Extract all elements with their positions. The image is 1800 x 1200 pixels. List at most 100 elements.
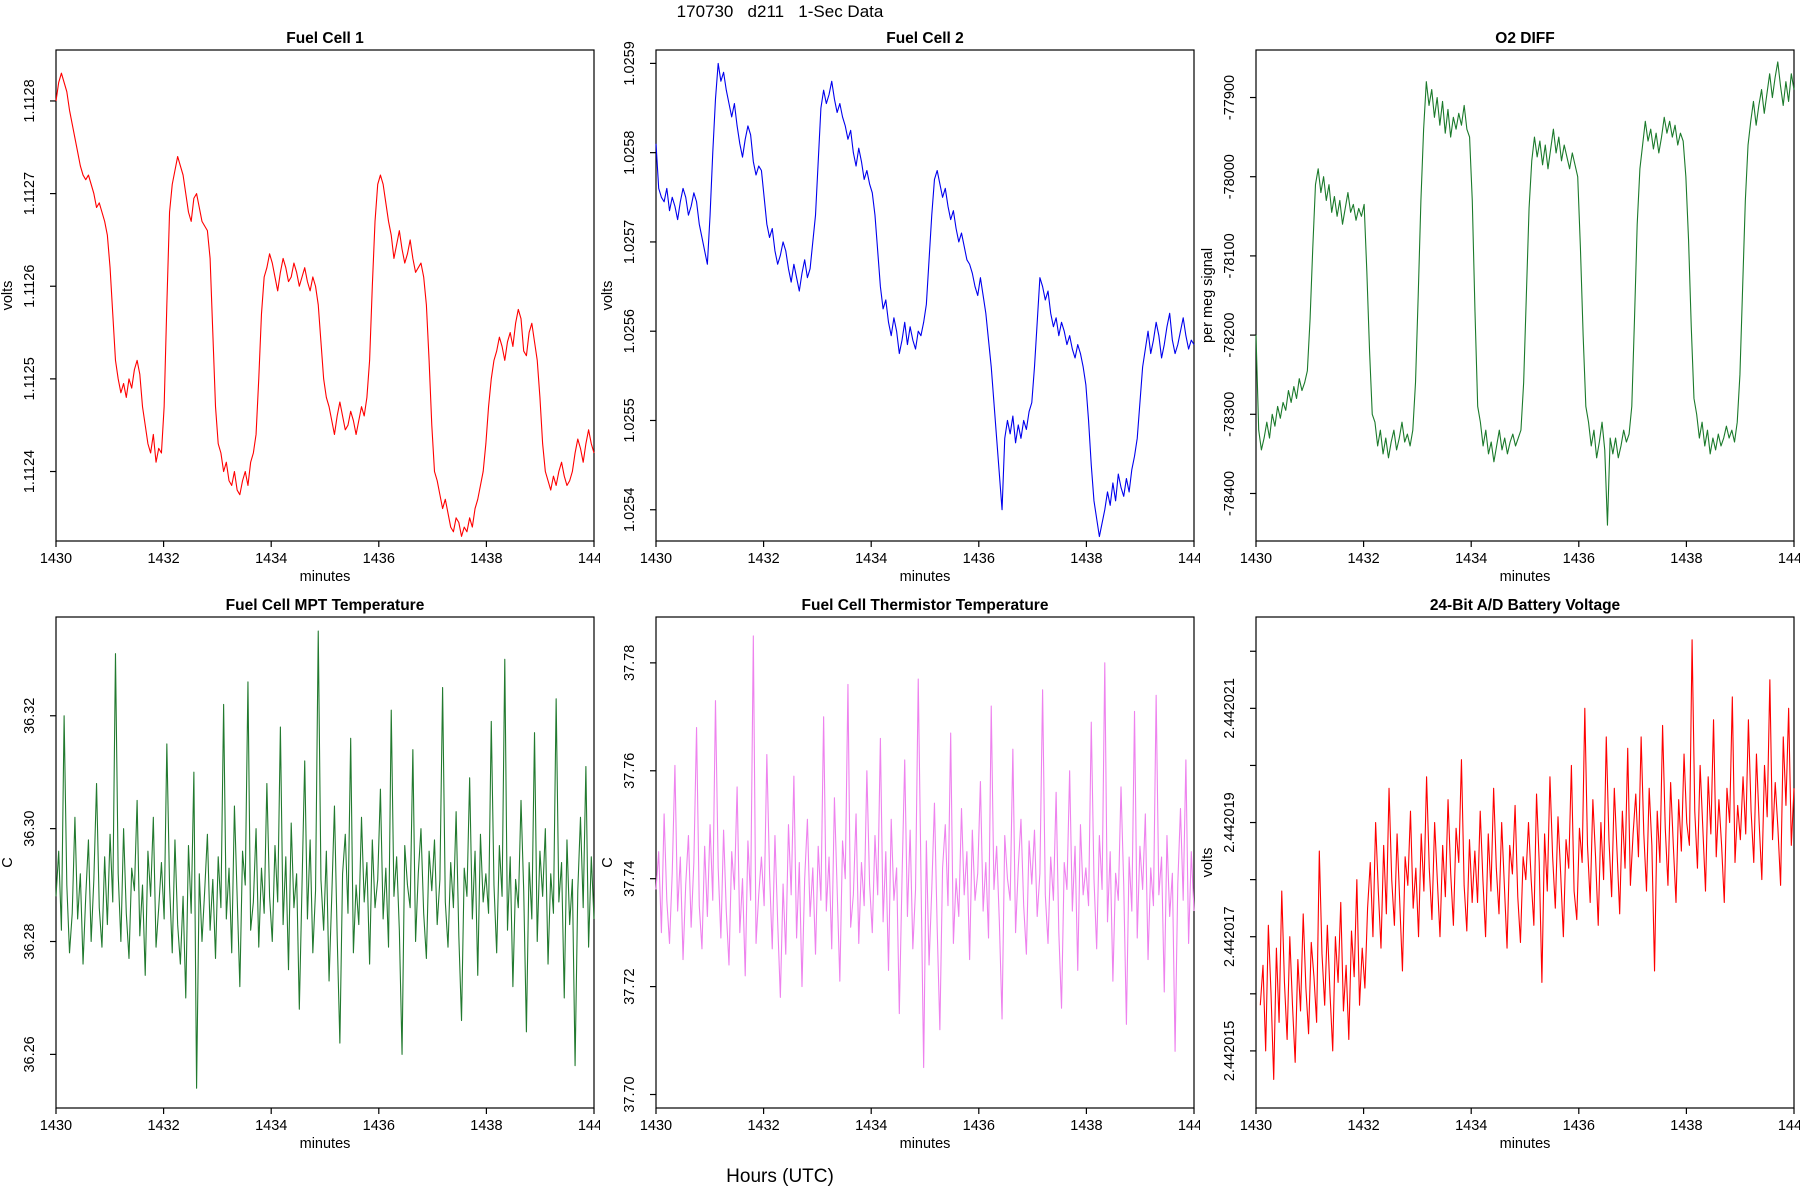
y-tick-label: 1.1126 <box>22 265 38 308</box>
x-tick-label: 1436 <box>963 551 995 567</box>
x-tick-label: 1440 <box>578 1118 600 1134</box>
y-tick-label: -78200 <box>1222 313 1238 358</box>
x-tick-label: 1434 <box>855 551 887 567</box>
data-line <box>55 630 595 1089</box>
plot-fuel-cell-thermistor-temperature: Fuel Cell Thermistor Temperature 1430 1432… <box>600 597 1210 1152</box>
x-tick-label: 1434 <box>255 1118 287 1134</box>
x-axis-label: minutes <box>900 1136 951 1152</box>
x-tick-label: 1430 <box>640 1118 672 1134</box>
y-tick-label: -78100 <box>1222 233 1238 278</box>
y-tick-label: 36.32 <box>22 698 38 734</box>
plot-fuel-cell-1: Fuel Cell 1 1430 1432 1434 1436 1438 1440 1.112… <box>0 30 610 585</box>
panel-title: 24-Bit A/D Battery Voltage <box>1430 597 1621 614</box>
y-tick-label: -77900 <box>1222 75 1238 120</box>
x-tick-label: 1434 <box>1455 1118 1487 1134</box>
x-tick-label: 1434 <box>255 551 287 567</box>
x-tick-label: 1440 <box>1778 1118 1800 1134</box>
x-tick-label: 1440 <box>1178 1118 1200 1134</box>
x-tick-label: 1436 <box>363 1118 395 1134</box>
x-tick-label: 1432 <box>147 1118 179 1134</box>
panel-title: Fuel Cell 1 <box>286 30 364 47</box>
y-tick-label: 1.0258 <box>622 130 638 174</box>
panel-title: O2 DIFF <box>1495 30 1554 47</box>
y-tick-label: 37.72 <box>622 968 638 1004</box>
panel-fuel-cell-thermistor-temperature: Fuel Cell Thermistor Temperature 1430 1432… <box>600 595 1210 1162</box>
x-tick-label: 1430 <box>640 551 672 567</box>
x-tick-label: 1430 <box>1240 1118 1272 1134</box>
y-tick-label: 37.74 <box>622 861 638 897</box>
panel-title: Fuel Cell MPT Temperature <box>226 597 425 614</box>
y-axis-label: volts <box>600 281 616 311</box>
y-axis-label: volts <box>0 281 16 311</box>
x-tick-label: 1432 <box>147 551 179 567</box>
x-tick-label: 1430 <box>1240 551 1272 567</box>
panel-24-bit-a-d-battery-voltage: 24-Bit A/D Battery Voltage 1430 1432 1434 14… <box>1200 595 1800 1162</box>
plot-fuel-cell-mpt-temperature: Fuel Cell MPT Temperature 1430 1432 1434 143… <box>0 597 610 1152</box>
x-tick-label: 1438 <box>1670 551 1702 567</box>
x-tick-label: 1434 <box>1455 551 1487 567</box>
x-tick-label: 1438 <box>1070 551 1102 567</box>
x-axis-label: minutes <box>1500 569 1551 585</box>
plot-box <box>655 616 1195 1109</box>
x-axis-label: minutes <box>900 569 951 585</box>
y-tick-label: -78300 <box>1222 392 1238 437</box>
y-tick-label: 2.442021 <box>1222 678 1238 738</box>
y-tick-label: 37.70 <box>622 1076 638 1112</box>
x-tick-label: 1432 <box>1347 551 1379 567</box>
y-tick-label: 36.26 <box>22 1036 38 1072</box>
x-tick-label: 1438 <box>470 1118 502 1134</box>
y-tick-label: 1.0255 <box>622 398 638 442</box>
x-axis-label: minutes <box>1500 1136 1551 1152</box>
plot-fuel-cell-2: Fuel Cell 2 1430 1432 1434 1436 1438 1440 1.025… <box>600 30 1210 585</box>
y-tick-label: 2.442015 <box>1222 1021 1238 1081</box>
y-tick-label: 37.76 <box>622 753 638 789</box>
panel-title: Fuel Cell 2 <box>886 30 964 47</box>
x-tick-label: 1432 <box>1347 1118 1379 1134</box>
x-axis-label: minutes <box>300 569 351 585</box>
x-tick-label: 1430 <box>40 551 72 567</box>
plot-24-bit-a-d-battery-voltage: 24-Bit A/D Battery Voltage 1430 1432 1434 14… <box>1200 597 1800 1152</box>
y-axis-label: C <box>600 857 616 867</box>
y-tick-label: 1.0256 <box>622 309 638 353</box>
x-tick-label: 1438 <box>470 551 502 567</box>
x-tick-label: 1438 <box>1070 1118 1102 1134</box>
plot-box <box>55 616 595 1109</box>
y-tick-label: 1.1124 <box>22 450 38 493</box>
x-tick-label: 1434 <box>855 1118 887 1134</box>
panel-fuel-cell-mpt-temperature: Fuel Cell MPT Temperature 1430 1432 1434 143… <box>0 595 610 1162</box>
y-tick-label: -78400 <box>1222 471 1238 516</box>
x-tick-label: 1432 <box>747 551 779 567</box>
x-tick-label: 1436 <box>1563 1118 1595 1134</box>
y-tick-label: 1.1128 <box>22 79 38 122</box>
x-tick-label: 1438 <box>1670 1118 1702 1134</box>
x-tick-label: 1440 <box>578 551 600 567</box>
plot-o2-diff: O2 DIFF 1430 1432 1434 1436 1438 1440 -78400 -78… <box>1200 30 1800 585</box>
plot-box <box>55 49 595 542</box>
y-axis-label: per meg signal <box>1200 248 1216 343</box>
plot-box <box>655 49 1195 542</box>
y-tick-label: 1.1127 <box>22 172 38 215</box>
y-axis-label: volts <box>1200 848 1216 878</box>
data-line <box>1255 61 1795 526</box>
x-axis-global-label: Hours (UTC) <box>726 1166 834 1187</box>
data-line <box>655 62 1195 538</box>
panel-o2-diff: O2 DIFF 1430 1432 1434 1436 1438 1440 -78400 -78… <box>1200 28 1800 595</box>
data-line <box>655 635 1195 1069</box>
y-tick-label: 1.0254 <box>622 488 638 532</box>
x-tick-label: 1436 <box>963 1118 995 1134</box>
x-tick-label: 1440 <box>1178 551 1200 567</box>
y-tick-label: 2.442017 <box>1222 906 1238 966</box>
y-tick-label: 36.30 <box>22 810 38 846</box>
x-tick-label: 1432 <box>747 1118 779 1134</box>
x-tick-label: 1430 <box>40 1118 72 1134</box>
y-tick-label: 2.442019 <box>1222 792 1238 852</box>
data-line <box>1259 639 1795 1081</box>
panels-grid: Fuel Cell 1 1430 1432 1434 1436 1438 1440 1.112… <box>0 28 1800 1162</box>
y-tick-label: 1.0257 <box>622 220 638 264</box>
plot-box <box>1255 616 1795 1109</box>
y-axis-label: C <box>0 857 16 867</box>
x-axis-label: minutes <box>300 1136 351 1152</box>
y-tick-label: 1.0259 <box>622 41 638 85</box>
y-tick-label: 1.1125 <box>22 357 38 400</box>
